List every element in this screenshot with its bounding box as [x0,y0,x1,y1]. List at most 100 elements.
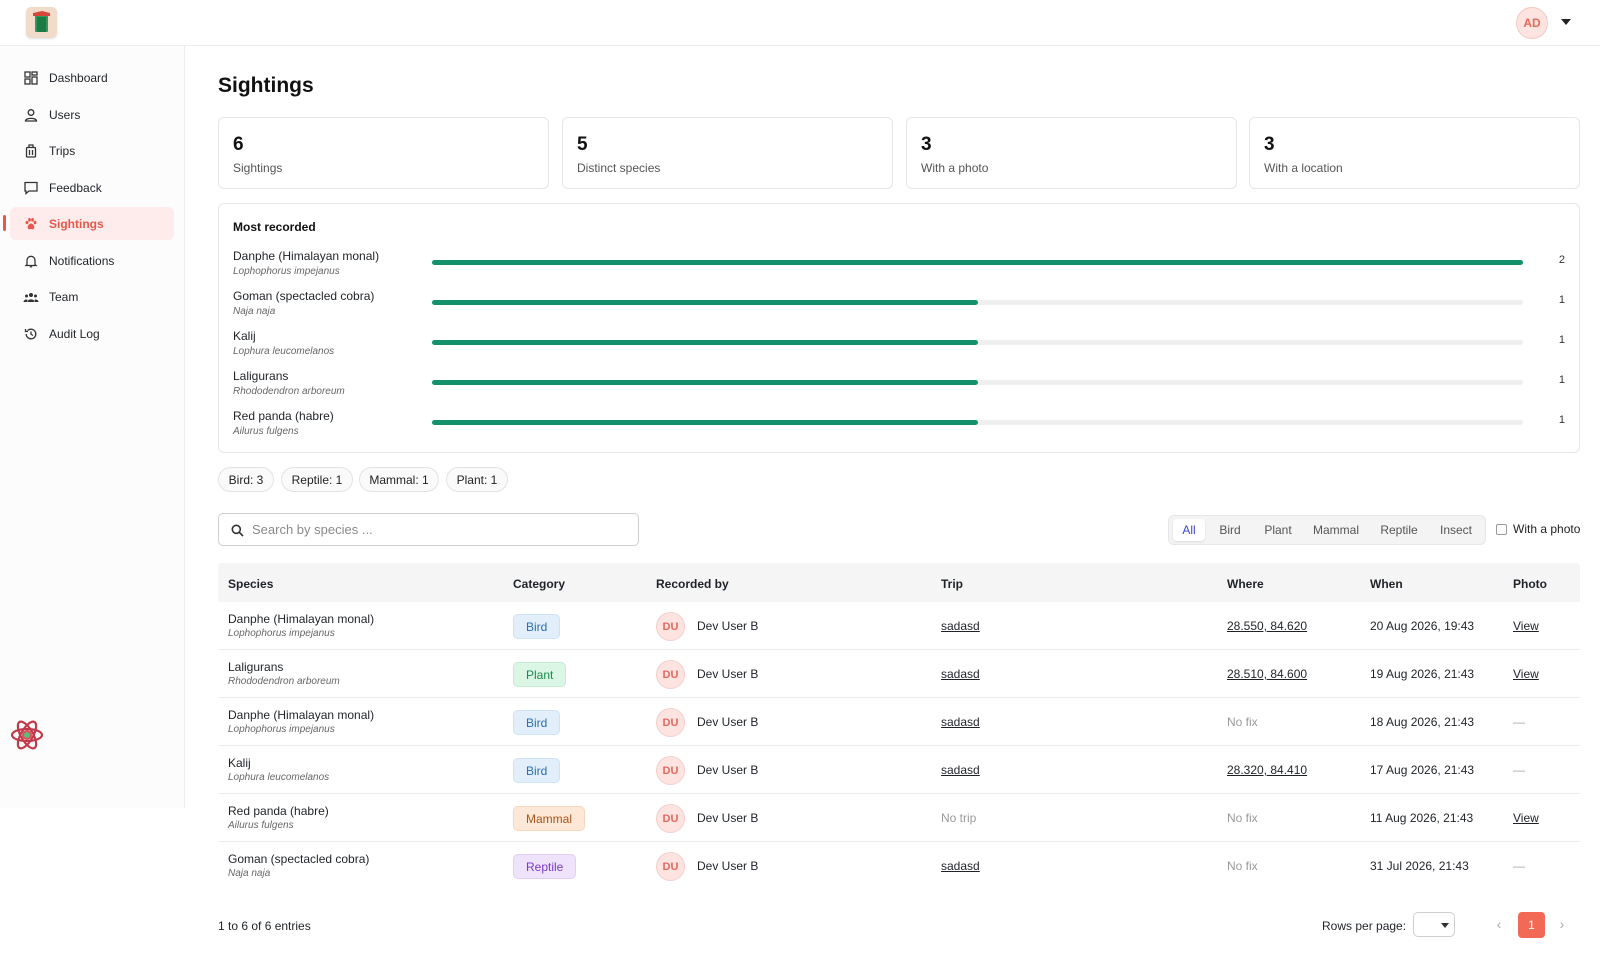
category-chip-plant[interactable]: Plant: 1 [446,467,508,492]
view-photo-link[interactable]: View [1513,811,1539,825]
sidebar-item-audit-log[interactable]: Audit Log [10,317,174,350]
search-input[interactable] [252,514,632,545]
entries-count: 1 to 6 of 6 entries [218,919,311,933]
filter-tab-reptile[interactable]: Reptile [1380,523,1418,537]
category-chip-bird[interactable]: Bird: 3 [218,467,274,492]
trip-text: No trip [941,811,977,825]
stat-card-with-location: 3 With a location [1249,117,1580,189]
recorded-by: Dev User B [697,619,759,633]
view-photo-link[interactable]: View [1513,619,1539,633]
stat-label: With a location [1264,161,1343,175]
column-header-category[interactable]: Category [513,577,566,591]
filter-tab-bird[interactable]: Bird [1219,523,1241,537]
sidebar-item-notifications[interactable]: Notifications [10,244,174,277]
with-photo-label[interactable]: With a photo [1513,522,1581,536]
category-chip-mammal[interactable]: Mammal: 1 [359,467,439,492]
location-link[interactable]: 28.550, 84.620 [1227,619,1308,633]
column-header-trip[interactable]: Trip [941,577,964,591]
column-header-where[interactable]: Where [1227,577,1264,591]
active-indicator [3,215,6,231]
sidebar-item-label: Sightings [49,216,104,231]
avatar: DU [656,852,685,881]
table-row[interactable]: Goman (spectacled cobra) Naja naja Repti… [218,842,1580,890]
table-row[interactable]: Danphe (Himalayan monal) Lophophorus imp… [218,698,1580,746]
location-text: No fix [1227,859,1258,873]
trip-link[interactable]: sadasd [941,667,980,681]
table-row[interactable]: Laligurans Rhododendron arboreum Plant D… [218,650,1580,698]
stat-value: 3 [921,134,932,155]
trip-link[interactable]: sadasd [941,715,980,729]
user-avatar[interactable]: AD [1516,7,1548,39]
chevron-left-icon[interactable]: ‹ [1496,916,1502,932]
filter-tab-insect[interactable]: Insect [1439,523,1472,537]
sidebar-item-users[interactable]: Users [10,98,174,131]
stat-label: With a photo [921,161,989,175]
most-recorded-title: Most recorded [233,220,316,234]
species-name: Danphe (Himalayan monal) [233,249,380,263]
sidebar-item-label: Dashboard [49,70,108,85]
sidebar-item-feedback[interactable]: Feedback [10,171,174,204]
sighting-time: 18 Aug 2026, 21:43 [1370,715,1475,729]
column-header-recorded-by[interactable]: Recorded by [656,577,729,591]
recorded-by: Dev User B [697,811,759,825]
view-photo-link[interactable]: View [1513,667,1539,681]
sidebar-item-label: Team [49,289,79,304]
species-scientific-name: Rhododendron arboreum [233,386,345,397]
sighting-time: 11 Aug 2026, 21:43 [1370,811,1474,825]
category-filter-group: All Bird Plant Mammal Reptile Insect [1168,515,1486,545]
trip-link[interactable]: sadasd [941,619,980,633]
rows-per-page-label: Rows per page: [1322,919,1407,933]
category-badge: Reptile [513,854,577,879]
count-bar-track [432,340,1523,345]
filter-tab-plant[interactable]: Plant [1264,523,1292,537]
history-icon [23,326,39,342]
chat-icon [23,180,39,196]
with-photo-checkbox[interactable] [1496,524,1507,535]
species-count: 1 [1558,294,1565,306]
sidebar-item-label: Trips [49,143,76,158]
stat-label: Distinct species [577,161,661,175]
most-recorded-row: Goman (spectacled cobra) Naja naja 1 [219,289,1581,323]
sidebar-item-trips[interactable]: Trips [10,134,174,167]
search-box [218,513,639,546]
table-header: Species Category Recorded by Trip Where … [218,563,1580,602]
category-badge: Mammal [513,806,586,831]
no-photo: — [1513,763,1525,777]
category-badge: Bird [513,614,561,639]
chevron-right-icon[interactable]: › [1559,916,1565,932]
page-button-current[interactable]: 1 [1518,912,1545,938]
recorded-by: Dev User B [697,763,759,777]
column-header-photo[interactable]: Photo [1513,577,1547,591]
sidebar-item-sightings[interactable]: Sightings [10,207,174,240]
filter-tab-mammal[interactable]: Mammal [1312,523,1359,537]
team-icon [23,289,39,305]
location-link[interactable]: 28.320, 84.410 [1227,763,1308,777]
react-logo-icon[interactable] [9,717,45,753]
sidebar-item-label: Audit Log [49,326,100,341]
recorded-by: Dev User B [697,715,759,729]
most-recorded-panel: Most recorded Danphe (Himalayan monal) L… [218,203,1580,453]
trip-link[interactable]: sadasd [941,763,980,777]
table-row[interactable]: Danphe (Himalayan monal) Lophophorus imp… [218,602,1580,650]
count-bar-track [432,420,1523,425]
category-chip-reptile[interactable]: Reptile: 1 [281,467,353,492]
column-header-species[interactable]: Species [228,577,274,591]
species-scientific-name: Ailurus fulgens [228,820,294,831]
chevron-down-icon [1441,923,1449,928]
column-header-when[interactable]: When [1370,577,1403,591]
recorded-by: Dev User B [697,667,759,681]
avatar: DU [656,804,685,833]
table-row[interactable]: Red panda (habre) Ailurus fulgens Mammal… [218,794,1580,842]
filter-tab-all[interactable]: All [1173,519,1205,541]
rows-per-page-select[interactable] [1413,912,1455,937]
species-scientific-name: Naja naja [228,868,271,879]
trip-link[interactable]: sadasd [941,859,980,873]
avatar: DU [656,660,685,689]
sidebar-item-team[interactable]: Team [10,280,174,313]
user-menu-caret-icon[interactable] [1561,19,1571,25]
no-photo: — [1513,715,1525,729]
location-link[interactable]: 28.510, 84.600 [1227,667,1308,681]
table-row[interactable]: Kalij Lophura leucomelanos Bird DU Dev U… [218,746,1580,794]
app-logo[interactable] [26,7,57,38]
sidebar-item-dashboard[interactable]: Dashboard [10,61,174,94]
